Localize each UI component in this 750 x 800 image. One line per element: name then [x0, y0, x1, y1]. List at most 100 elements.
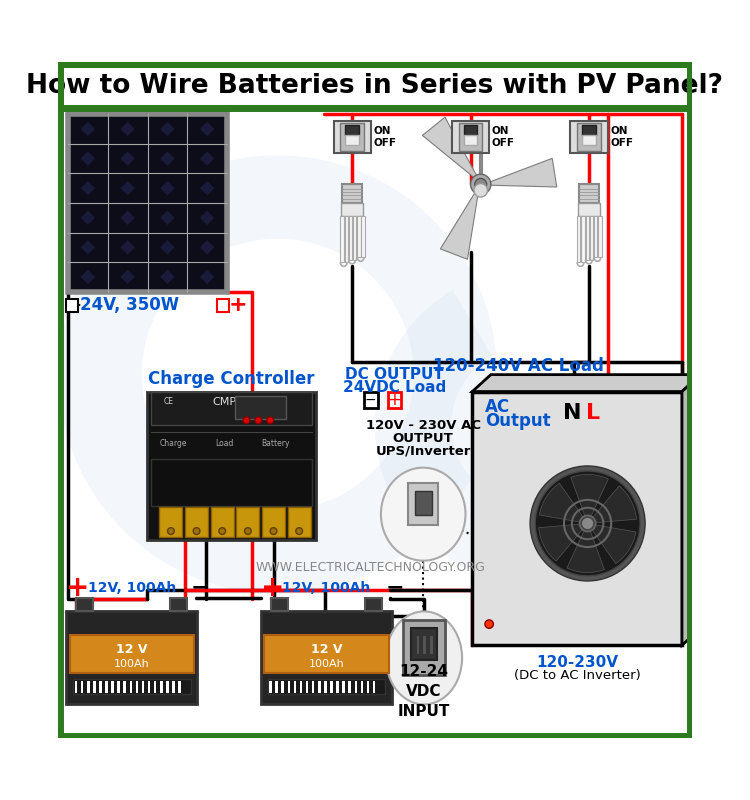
Bar — [318, 681, 320, 693]
Text: ON
OFF: ON OFF — [610, 126, 633, 148]
Text: 24V, 350W: 24V, 350W — [80, 296, 179, 314]
Ellipse shape — [386, 611, 462, 705]
Polygon shape — [440, 193, 478, 259]
Bar — [306, 681, 308, 693]
Text: AC: AC — [485, 398, 510, 416]
Bar — [261, 611, 392, 705]
Bar — [364, 391, 377, 409]
Text: 12V, 100Ah: 12V, 100Ah — [282, 581, 370, 594]
Bar — [340, 216, 344, 262]
Bar — [330, 681, 333, 693]
Bar — [160, 240, 175, 254]
Text: +: + — [66, 574, 90, 602]
Bar — [81, 240, 95, 254]
Circle shape — [243, 417, 250, 424]
Text: CMP12: CMP12 — [212, 397, 250, 406]
Text: Battery: Battery — [261, 439, 290, 449]
Bar — [81, 681, 83, 693]
Polygon shape — [422, 117, 476, 177]
Bar — [160, 151, 175, 166]
Bar — [99, 681, 102, 693]
Bar — [262, 507, 285, 537]
Bar — [464, 135, 477, 146]
Bar — [70, 635, 194, 673]
Text: L: L — [586, 402, 600, 422]
Bar — [349, 681, 351, 693]
Bar — [294, 681, 296, 693]
Bar — [151, 391, 311, 426]
Text: 12V, 100Ah: 12V, 100Ah — [88, 581, 176, 594]
Bar — [287, 507, 310, 537]
Bar — [472, 391, 682, 646]
Bar — [200, 210, 214, 225]
Bar — [577, 123, 601, 150]
Circle shape — [485, 620, 494, 628]
Text: 120-240V AC Load: 120-240V AC Load — [433, 357, 604, 375]
Bar — [121, 151, 135, 166]
Text: −: − — [66, 296, 82, 314]
Wedge shape — [587, 486, 637, 523]
Bar — [121, 210, 135, 225]
Bar — [66, 611, 197, 705]
Bar — [422, 635, 426, 654]
Bar — [68, 114, 227, 292]
Bar — [353, 216, 356, 260]
Bar — [200, 151, 214, 166]
Bar — [200, 270, 214, 284]
Bar — [170, 598, 188, 611]
Bar — [373, 681, 375, 693]
Bar — [416, 635, 419, 654]
Circle shape — [475, 178, 487, 190]
Circle shape — [530, 466, 645, 581]
Wedge shape — [567, 523, 604, 573]
Bar — [268, 679, 386, 694]
Bar — [367, 681, 369, 693]
Bar — [217, 298, 229, 312]
Bar — [147, 391, 316, 539]
Bar — [81, 122, 95, 136]
Text: Load: Load — [215, 439, 234, 449]
Bar — [81, 270, 95, 284]
Text: UPS/Inverter: UPS/Inverter — [376, 444, 471, 458]
Bar — [136, 681, 138, 693]
Bar — [121, 240, 135, 254]
Circle shape — [581, 517, 594, 530]
Bar — [598, 216, 602, 257]
Bar — [388, 391, 401, 409]
Wedge shape — [571, 474, 608, 523]
Circle shape — [219, 528, 226, 534]
Bar — [403, 620, 445, 675]
Bar — [200, 240, 214, 254]
Circle shape — [167, 528, 174, 534]
Text: 12 V: 12 V — [310, 643, 342, 656]
Circle shape — [244, 528, 251, 534]
Bar — [121, 270, 135, 284]
Bar — [324, 681, 327, 693]
Bar — [334, 121, 370, 153]
Ellipse shape — [381, 468, 466, 561]
Bar — [581, 216, 585, 262]
Text: 12-24
VDC
INPUT: 12-24 VDC INPUT — [398, 665, 450, 719]
Bar — [341, 203, 363, 216]
Bar — [87, 681, 89, 693]
Bar — [111, 681, 114, 693]
Wedge shape — [538, 523, 587, 561]
Bar — [582, 125, 596, 135]
Bar — [586, 216, 589, 260]
Bar — [236, 507, 260, 537]
Text: ON
OFF: ON OFF — [492, 126, 514, 148]
Wedge shape — [539, 483, 587, 523]
Text: 12 V: 12 V — [116, 643, 148, 656]
Bar — [121, 122, 135, 136]
Text: Charge Controller: Charge Controller — [148, 370, 314, 388]
Text: N: N — [562, 402, 581, 422]
Bar — [275, 681, 278, 693]
Bar — [340, 123, 364, 150]
Bar — [582, 135, 596, 146]
Bar — [151, 459, 311, 506]
Text: Output: Output — [485, 412, 550, 430]
Bar — [452, 121, 489, 153]
Bar — [362, 216, 364, 257]
Polygon shape — [472, 374, 700, 391]
Bar — [73, 679, 190, 694]
